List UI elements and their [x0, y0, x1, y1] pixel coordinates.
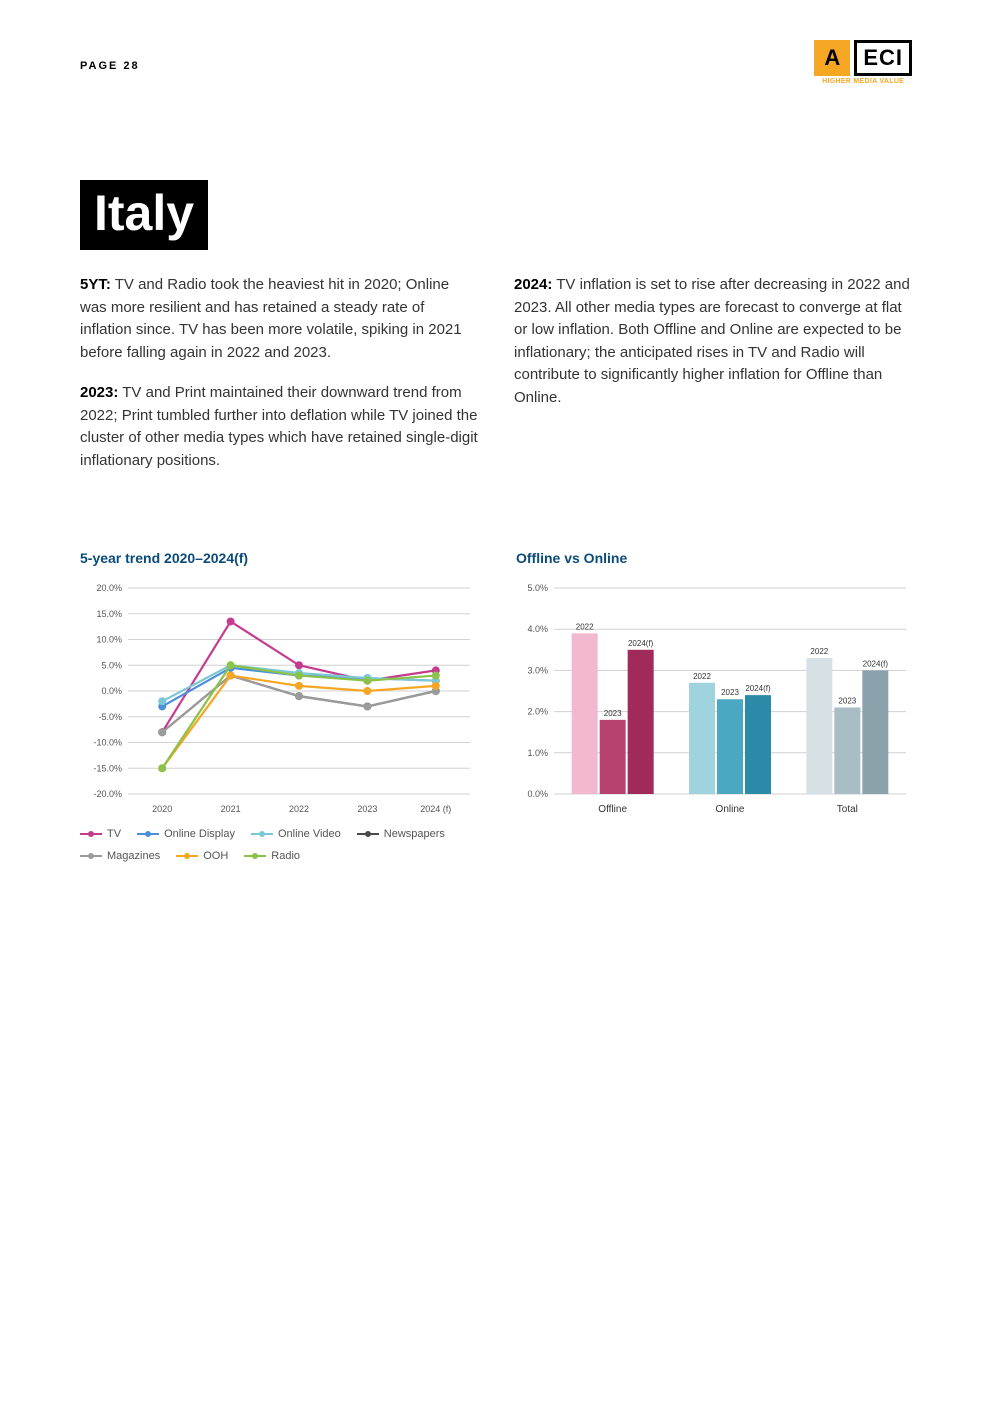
- svg-text:Online: Online: [716, 804, 745, 815]
- brand-logo: A ECI HIGHER MEDIA VALUE: [814, 40, 912, 85]
- svg-text:2020: 2020: [152, 804, 172, 814]
- page-number: PAGE 28: [80, 60, 140, 72]
- bar-chart: 0.0% 1.0% 2.0% 3.0% 4.0% 5.0% 2022 2023 2024(f) O…: [516, 580, 916, 820]
- trend-chart-title: 5-year trend 2020–2024(f): [80, 550, 480, 566]
- label-5yt: 5YT:: [80, 276, 111, 293]
- bar-chart-title: Offline vs Online: [516, 550, 916, 566]
- svg-text:3.0%: 3.0%: [527, 665, 548, 675]
- trend-legend: TV Online Display Online Video Newspapers Ma…: [80, 828, 480, 862]
- svg-text:5.0%: 5.0%: [527, 583, 548, 593]
- chart-row: 5-year trend 2020–2024(f) -20.0% -15.0% -1…: [80, 550, 912, 862]
- svg-text:-15.0%: -15.0%: [93, 763, 122, 773]
- svg-text:2021: 2021: [221, 804, 241, 814]
- svg-text:-5.0%: -5.0%: [98, 712, 122, 722]
- svg-text:2024(f): 2024(f): [628, 639, 654, 648]
- trend-chart-block: 5-year trend 2020–2024(f) -20.0% -15.0% -1…: [80, 550, 480, 862]
- logo-text: ECI: [854, 40, 912, 76]
- paragraph-5yt: 5YT: TV and Radio took the heaviest hit …: [80, 274, 478, 364]
- legend-item: Radio: [244, 850, 300, 862]
- svg-text:0.0%: 0.0%: [101, 686, 122, 696]
- svg-text:2022: 2022: [810, 647, 828, 656]
- text-2023: TV and Print maintained their downward t…: [80, 384, 478, 469]
- text-5yt: TV and Radio took the heaviest hit in 20…: [80, 276, 462, 361]
- svg-text:Offline: Offline: [598, 804, 627, 815]
- legend-item: TV: [80, 828, 121, 840]
- svg-text:2024 (f): 2024 (f): [420, 804, 451, 814]
- svg-text:2022: 2022: [289, 804, 309, 814]
- svg-text:2023: 2023: [838, 696, 856, 705]
- svg-text:-20.0%: -20.0%: [93, 789, 122, 799]
- svg-text:Total: Total: [837, 804, 858, 815]
- text-2024: TV inflation is set to rise after decrea…: [514, 276, 910, 406]
- legend-item: Online Display: [137, 828, 235, 840]
- legend-item: Online Video: [251, 828, 341, 840]
- svg-text:20.0%: 20.0%: [96, 583, 122, 593]
- label-2023: 2023:: [80, 384, 118, 401]
- svg-text:0.0%: 0.0%: [527, 789, 548, 799]
- svg-text:-10.0%: -10.0%: [93, 738, 122, 748]
- logo-mark-icon: A: [814, 40, 850, 76]
- svg-text:2024(f): 2024(f): [863, 659, 889, 668]
- legend-item: Newspapers: [357, 828, 445, 840]
- svg-text:2022: 2022: [693, 672, 711, 681]
- column-right: 2024: TV inflation is set to rise after …: [514, 274, 912, 490]
- legend-item: OOH: [176, 850, 228, 862]
- label-2024: 2024:: [514, 276, 552, 293]
- bar-chart-block: Offline vs Online 0.0% 1.0% 2.0% 3.0% 4.0% 5.…: [516, 550, 916, 862]
- logo-tagline: HIGHER MEDIA VALUE: [814, 78, 912, 85]
- svg-text:1.0%: 1.0%: [527, 748, 548, 758]
- svg-text:2022: 2022: [576, 622, 594, 631]
- country-title: Italy: [80, 180, 208, 250]
- paragraph-2023: 2023: TV and Print maintained their down…: [80, 382, 478, 472]
- svg-text:2023: 2023: [721, 688, 739, 697]
- column-left: 5YT: TV and Radio took the heaviest hit …: [80, 274, 478, 490]
- body-columns: 5YT: TV and Radio took the heaviest hit …: [80, 274, 912, 490]
- svg-text:10.0%: 10.0%: [96, 635, 122, 645]
- svg-text:2023: 2023: [357, 804, 377, 814]
- svg-text:2.0%: 2.0%: [527, 707, 548, 717]
- paragraph-2024: 2024: TV inflation is set to rise after …: [514, 274, 912, 409]
- svg-text:5.0%: 5.0%: [101, 660, 122, 670]
- svg-text:15.0%: 15.0%: [96, 609, 122, 619]
- svg-text:2023: 2023: [604, 709, 622, 718]
- svg-text:2024(f): 2024(f): [745, 684, 771, 693]
- legend-item: Magazines: [80, 850, 160, 862]
- svg-text:4.0%: 4.0%: [527, 624, 548, 634]
- trend-chart: -20.0% -15.0% -10.0% -5.0% 0.0% 5.0% 10.0% 15.0…: [80, 580, 480, 820]
